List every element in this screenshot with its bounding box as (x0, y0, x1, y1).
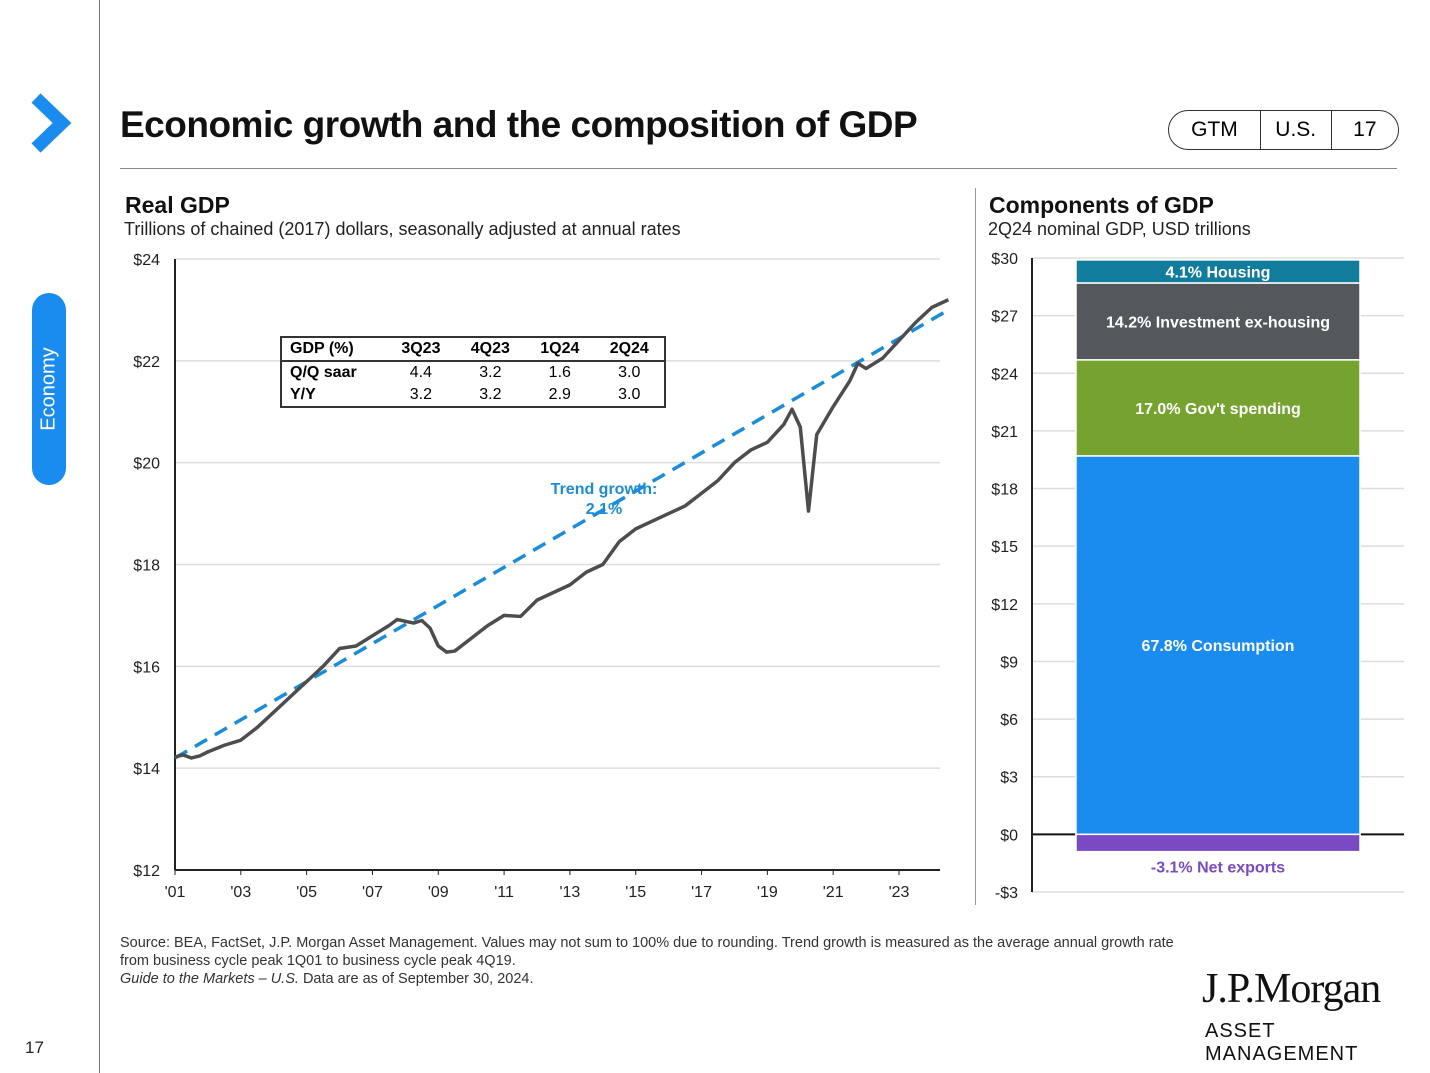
y-tick-label: $20 (133, 456, 160, 473)
badge-page: 17 (1330, 111, 1398, 149)
trend-annotation: Trend growth: (551, 481, 658, 498)
table-cell: 2.9 (548, 386, 571, 403)
y-tick-label: $22 (133, 354, 160, 371)
table-cell: 4.4 (409, 364, 433, 381)
left-chart-subtitle: Trillions of chained (2017) dollars, sea… (124, 219, 681, 239)
y-tick-label: $27 (991, 309, 1018, 326)
segment-label: -3.1% Net exports (1151, 860, 1285, 877)
table-header: 4Q23 (455, 338, 526, 362)
page-title: Economic growth and the composition of G… (120, 104, 918, 145)
y-tick-label: $24 (133, 252, 160, 269)
table-cell: 3.2 (479, 386, 502, 403)
x-tick-label: '13 (559, 884, 580, 901)
y-tick-label: $15 (991, 539, 1018, 556)
bar-segment (1075, 359, 1361, 457)
source-note: Source: BEA, FactSet, J.P. Morgan Asset … (120, 934, 1200, 988)
badge-us: U.S. (1259, 111, 1331, 149)
table-cell: 3.0 (618, 364, 641, 381)
y-tick-label: $30 (991, 251, 1018, 268)
x-tick-label: '19 (757, 884, 778, 901)
left-chart-title: Real GDP (125, 192, 230, 218)
segment-label: 67.8% Consumption (1142, 638, 1295, 655)
y-tick-label: $14 (133, 761, 160, 778)
right-chart-subtitle: 2Q24 nominal GDP, USD trillions (988, 219, 1251, 239)
gdp-table: GDP (%) 3Q23 4Q23 1Q24 2Q24 Q/Q saar 4.4… (280, 336, 666, 408)
y-tick-label: $18 (133, 558, 160, 575)
table-row: Y/Y 3.2 3.2 2.9 3.0 (282, 384, 664, 406)
jpmorgan-logo: J.P.Morgan (1202, 966, 1381, 1012)
table-header: GDP (%) (282, 338, 387, 362)
y-tick-label: -$3 (995, 885, 1018, 902)
table-cell: 1.6 (548, 364, 571, 381)
x-tick-label: '01 (165, 884, 186, 901)
y-tick-label: $6 (1000, 712, 1018, 729)
y-tick-label: $18 (991, 482, 1018, 499)
badge-group: GTM U.S. 17 (1168, 110, 1399, 150)
bar-segment (1075, 455, 1361, 836)
segment-label: 14.2% Investment ex-housing (1106, 314, 1330, 331)
table-header: 2Q24 (594, 338, 664, 362)
table-header-row: GDP (%) 3Q23 4Q23 1Q24 2Q24 (282, 338, 664, 362)
bar-segment (1075, 259, 1361, 284)
table-cell: 3.2 (479, 364, 502, 381)
table-header: 3Q23 (386, 338, 456, 362)
y-tick-label: $24 (991, 366, 1018, 383)
table-cell: 3.2 (409, 386, 433, 403)
x-tick-label: '05 (296, 884, 317, 901)
y-tick-label: $16 (133, 659, 160, 676)
table-row: Q/Q saar 4.4 3.2 1.6 3.0 (282, 361, 664, 384)
table-cell: Q/Q saar (290, 364, 357, 381)
table-cell: 3.0 (618, 386, 641, 403)
y-tick-label: $12 (991, 597, 1018, 614)
y-tick-label: $3 (1000, 770, 1018, 787)
real-gdp-line (174, 298, 950, 760)
x-tick-label: '17 (691, 884, 712, 901)
section-tab[interactable]: Economy (32, 293, 66, 485)
badge-gtm: GTM (1191, 118, 1238, 141)
logo-subtitle: ASSET MANAGEMENT (1205, 1020, 1359, 1065)
y-tick-label: $21 (991, 424, 1018, 441)
x-tick-label: '23 (889, 884, 910, 901)
chart-divider (975, 188, 976, 905)
source-date: Data are as of September 30, 2024. (298, 971, 534, 987)
table-header: 1Q24 (525, 338, 595, 362)
right-chart-title: Components of GDP (989, 192, 1214, 218)
segment-label: 4.1% Housing (1166, 264, 1271, 281)
source-text: Source: BEA, FactSet, J.P. Morgan Asset … (120, 935, 1174, 969)
bar-segment (1075, 282, 1361, 361)
source-publication: Guide to the Markets – U.S. (120, 971, 299, 987)
x-tick-label: '07 (362, 884, 383, 901)
chevron-right-icon (31, 93, 72, 153)
left-divider (99, 0, 100, 1073)
bar-segment (1075, 833, 1361, 853)
segment-label: 17.0% Gov't spending (1135, 401, 1301, 418)
x-tick-label: '21 (823, 884, 844, 901)
page-number: 17 (25, 1038, 44, 1057)
title-rule (120, 168, 1397, 169)
x-tick-label: '15 (625, 884, 646, 901)
x-tick-label: '11 (494, 884, 514, 901)
x-tick-label: '03 (230, 884, 251, 901)
y-tick-label: $0 (1000, 827, 1018, 844)
y-tick-label: $12 (133, 863, 160, 880)
y-tick-label: $9 (1000, 654, 1018, 671)
table-cell: Y/Y (290, 386, 316, 403)
x-tick-label: '09 (428, 884, 449, 901)
trend-annotation: 2.1% (586, 501, 622, 518)
